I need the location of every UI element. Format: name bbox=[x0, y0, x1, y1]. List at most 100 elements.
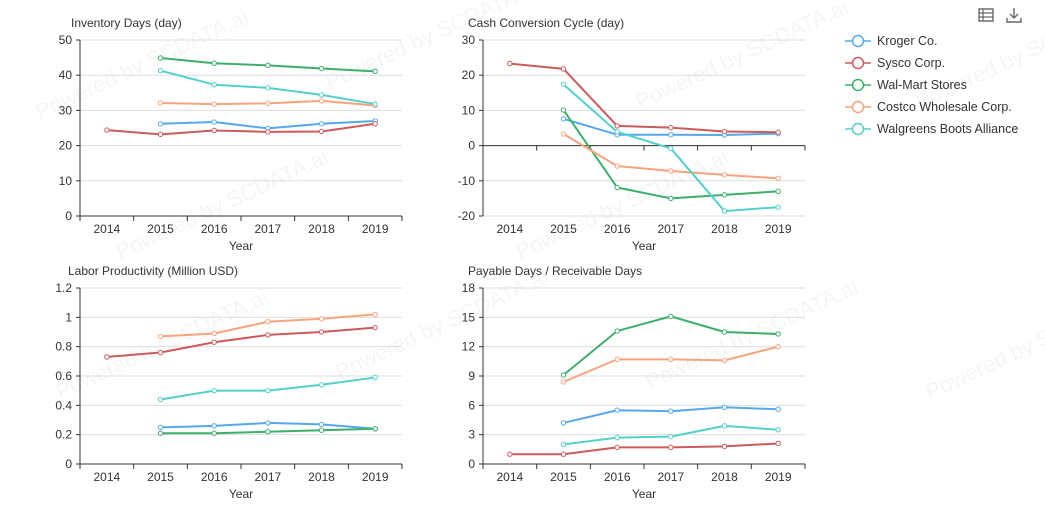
series-sysco-corp bbox=[507, 440, 781, 457]
data-point bbox=[372, 324, 378, 331]
data-point bbox=[157, 121, 164, 127]
watermark-text: Powered by SCDATA.ai bbox=[322, 0, 542, 95]
x-tick-label: 2017 bbox=[657, 222, 684, 236]
data-point bbox=[157, 100, 164, 106]
x-tick-label: 2019 bbox=[765, 470, 792, 484]
data-point bbox=[560, 441, 567, 448]
legend-item[interactable]: Wal-Mart Stores bbox=[845, 74, 1018, 96]
data-point bbox=[560, 107, 567, 113]
data-point bbox=[668, 408, 674, 414]
legend-item[interactable]: Walgreens Boots Alliance bbox=[845, 118, 1018, 140]
data-point bbox=[614, 407, 620, 413]
series-line bbox=[106, 326, 376, 358]
y-tick-label: 20 bbox=[462, 68, 476, 82]
watermark-text: Powered by SCDATA.ai bbox=[632, 0, 852, 115]
y-tick-label: -20 bbox=[458, 209, 476, 223]
y-tick-label: 30 bbox=[462, 33, 476, 47]
series-walgreens-boots-alliance bbox=[157, 67, 378, 107]
x-tick-label: 2014 bbox=[496, 470, 523, 484]
y-tick-label: 18 bbox=[462, 281, 476, 295]
data-point bbox=[318, 316, 325, 322]
data-point bbox=[721, 172, 728, 178]
data-point bbox=[560, 116, 567, 122]
data-point bbox=[560, 420, 567, 426]
x-axis-title: Year bbox=[632, 239, 656, 253]
data-point bbox=[721, 208, 728, 214]
data-point bbox=[560, 379, 567, 385]
x-tick-label: 2014 bbox=[93, 222, 120, 236]
labor-productivity-chart: Labor Productivity (Million USD) 0 0.2 0.4 0… bbox=[55, 264, 403, 501]
data-point bbox=[265, 319, 271, 325]
y-tick-label: 15 bbox=[462, 310, 476, 324]
series-line bbox=[509, 62, 779, 134]
data-point bbox=[211, 430, 217, 436]
x-axis-title: Year bbox=[632, 487, 656, 501]
data-point bbox=[211, 60, 217, 66]
data-point bbox=[265, 62, 271, 69]
y-tick-label: 3 bbox=[468, 428, 475, 442]
data-point bbox=[614, 184, 620, 191]
chart-title: Payable Days / Receivable Days bbox=[468, 264, 642, 278]
data-point bbox=[668, 168, 674, 174]
series-line bbox=[509, 442, 779, 456]
x-tick-label: 2014 bbox=[93, 470, 120, 484]
y-tick-label: 0.8 bbox=[55, 340, 72, 354]
y-tick-label: 0 bbox=[65, 457, 72, 471]
y-tick-label: 0.4 bbox=[55, 398, 72, 412]
x-tick-label: 2019 bbox=[362, 470, 389, 484]
data-point bbox=[211, 339, 217, 345]
legend-item[interactable]: Kroger Co. bbox=[845, 30, 1018, 52]
x-tick-label: 2018 bbox=[711, 470, 738, 484]
series-kroger-co bbox=[560, 116, 781, 138]
download-icon[interactable] bbox=[1005, 6, 1023, 24]
y-tick-label: -10 bbox=[458, 174, 476, 188]
data-point bbox=[614, 356, 620, 363]
y-tick-label: 0 bbox=[468, 457, 475, 471]
data-point bbox=[318, 427, 325, 433]
data-point bbox=[211, 82, 217, 88]
x-tick-label: 2015 bbox=[550, 470, 577, 484]
data-point bbox=[265, 332, 271, 338]
chart-title: Inventory Days (day) bbox=[71, 16, 182, 30]
data-point bbox=[668, 313, 674, 320]
data-point bbox=[157, 55, 164, 61]
data-point bbox=[560, 66, 567, 72]
data-point bbox=[318, 92, 325, 98]
data-point bbox=[560, 372, 567, 378]
legend-item[interactable]: Sysco Corp. bbox=[845, 52, 1018, 74]
x-tick-label: 2018 bbox=[308, 222, 335, 236]
y-tick-label: 10 bbox=[59, 174, 73, 188]
y-tick-label: 6 bbox=[468, 398, 475, 412]
data-point bbox=[157, 67, 164, 74]
data-point bbox=[721, 192, 728, 198]
watermark-text: Powered by SCDATA.ai bbox=[512, 144, 732, 264]
data-point bbox=[668, 356, 674, 363]
data-point bbox=[157, 333, 164, 340]
data-point bbox=[614, 123, 620, 129]
x-tick-label: 2015 bbox=[550, 222, 577, 236]
y-tick-label: 10 bbox=[462, 103, 476, 117]
inventory-days-chart: Inventory Days (day) 0 10 20 30 40 50 2014 2015 2… bbox=[59, 16, 403, 253]
x-tick-label: 2017 bbox=[254, 470, 281, 484]
data-point bbox=[775, 204, 781, 210]
data-view-icon[interactable] bbox=[977, 6, 995, 24]
data-point bbox=[157, 424, 164, 431]
chart-title: Cash Conversion Cycle (day) bbox=[468, 16, 624, 30]
x-tick-label: 2014 bbox=[496, 222, 523, 236]
data-point bbox=[614, 434, 620, 441]
legend-item[interactable]: Costco Wholesale Corp. bbox=[845, 96, 1018, 118]
data-point bbox=[104, 127, 110, 133]
data-point bbox=[318, 65, 325, 72]
legend-label: Kroger Co. bbox=[877, 34, 938, 48]
data-point bbox=[721, 404, 728, 410]
legend-marker-icon bbox=[845, 100, 871, 114]
data-point bbox=[318, 329, 325, 335]
data-point bbox=[775, 129, 781, 135]
data-point bbox=[157, 131, 164, 138]
y-tick-label: 0.2 bbox=[55, 428, 72, 442]
y-tick-label: 9 bbox=[468, 369, 475, 383]
data-point bbox=[614, 129, 620, 135]
data-point bbox=[211, 119, 217, 125]
data-point bbox=[318, 128, 325, 135]
